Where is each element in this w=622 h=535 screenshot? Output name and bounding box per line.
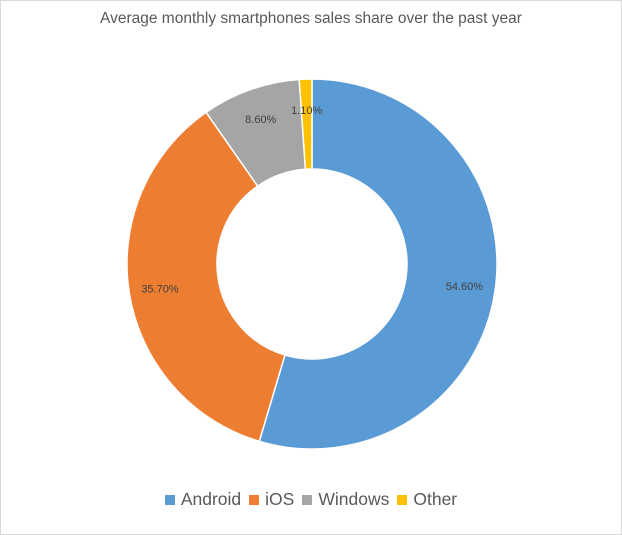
legend-item-android: Android [164, 489, 242, 510]
data-label-ios: 35.70% [141, 284, 179, 296]
slice-ios [126, 111, 286, 443]
slice-android [258, 78, 498, 450]
data-label-windows: 8.60% [245, 114, 276, 126]
legend: Android iOS Windows Other [1, 489, 621, 510]
data-label-other: 1.10% [291, 105, 322, 117]
legend-label: Other [413, 489, 458, 509]
legend-label: Windows [318, 489, 390, 509]
donut-data-labels: 54.60% 35.70% 8.60% 1.10% [141, 105, 483, 295]
slice-other [298, 78, 313, 171]
legend-item-other: Other [397, 489, 457, 510]
legend-swatch [302, 494, 313, 505]
chart-title: Average monthly smartphones sales share … [100, 10, 522, 27]
legend-label: Android [180, 489, 242, 509]
donut-slices [126, 78, 498, 450]
legend-item-windows: Windows [302, 489, 389, 510]
legend-swatch [397, 494, 408, 505]
legend-swatch [164, 494, 175, 505]
legend-swatch [249, 494, 260, 505]
legend-item-ios: iOS [249, 489, 294, 510]
data-label-android: 54.60% [446, 281, 484, 293]
legend-label: iOS [265, 489, 295, 509]
